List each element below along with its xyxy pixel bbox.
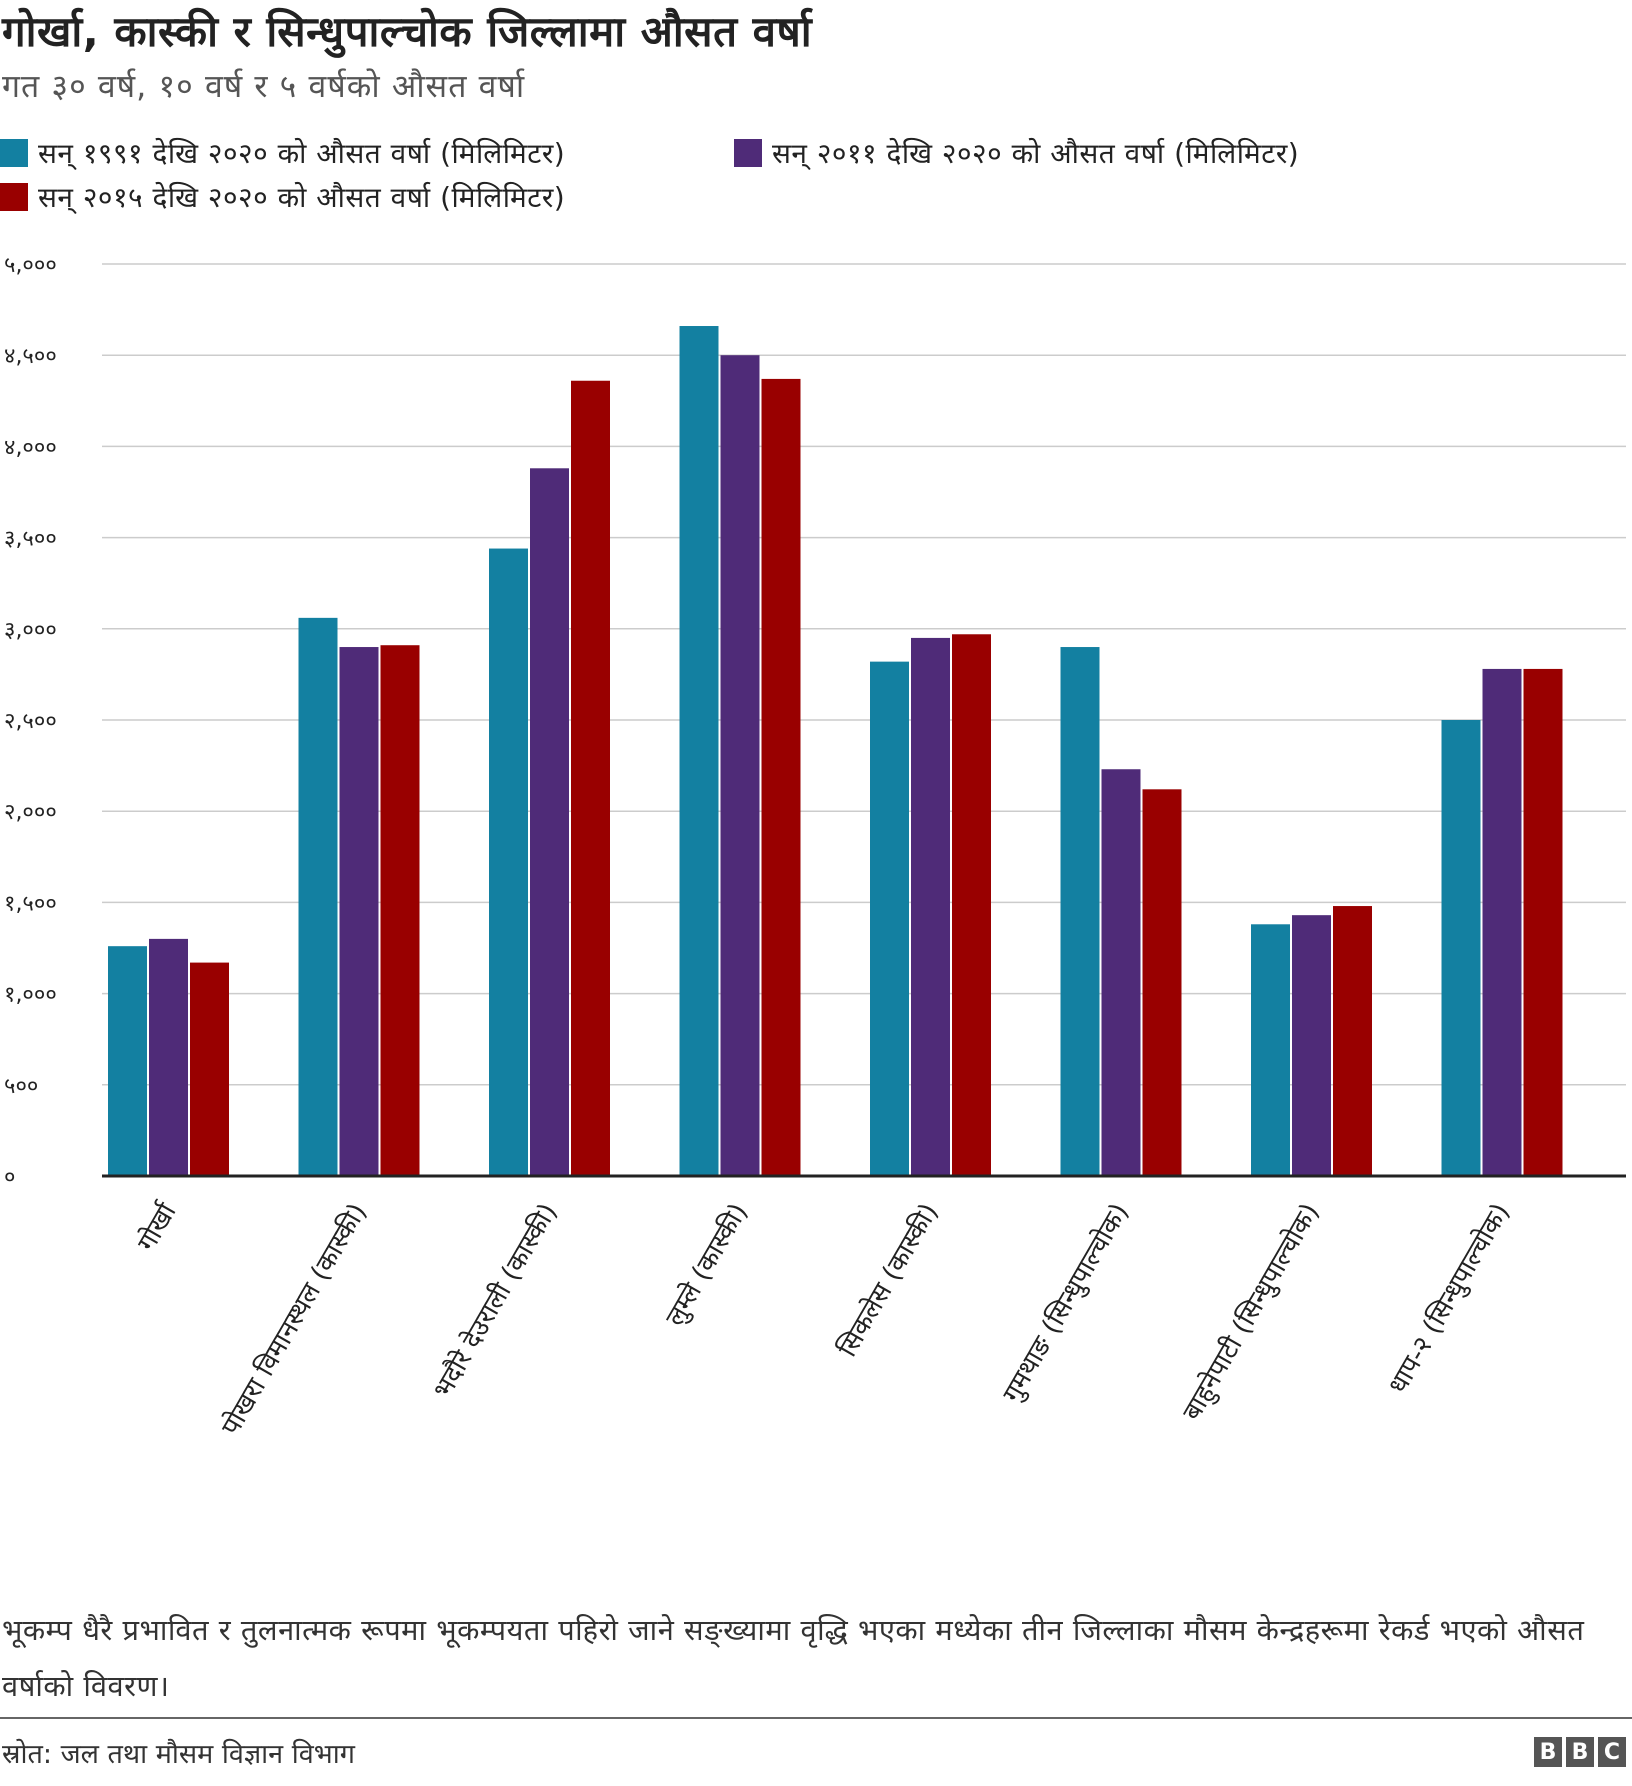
legend-swatch-2015-2020 — [0, 183, 28, 211]
bar — [1333, 906, 1372, 1176]
bar — [1441, 720, 1481, 1176]
bar — [952, 634, 991, 1176]
bar — [870, 661, 909, 1176]
bar — [571, 380, 610, 1177]
bbc-logo-letter: B — [1566, 1737, 1594, 1767]
x-tick-label: धाप-२ (सिन्धुपाल्चोक) — [1382, 1198, 1516, 1399]
legend-label-1991-2020: सन् १९९१ देखि २०२० को औसत वर्षा (मिलिमिट… — [38, 137, 566, 170]
footer-divider — [0, 1717, 1632, 1719]
y-tick-label: १,००० — [4, 983, 57, 1008]
y-tick-label: ० — [4, 1165, 15, 1190]
y-tick-label: ४,००० — [4, 435, 57, 460]
x-tick-label: गुमथाङ (सिन्धुपाल्चोक) — [996, 1198, 1135, 1407]
legend-swatch-1991-2020 — [0, 139, 28, 167]
y-tick-label: ३,००० — [4, 618, 57, 643]
bar — [339, 647, 379, 1176]
legend-label-2015-2020: सन् २०१५ देखि २०२० को औसत वर्षा (मिलिमिट… — [38, 181, 566, 214]
bar — [1292, 915, 1331, 1176]
bar — [298, 617, 338, 1176]
bar — [761, 378, 801, 1176]
x-tick-label: सिकलेस (कास्की) — [832, 1198, 945, 1362]
bar — [149, 938, 188, 1176]
bar — [489, 548, 528, 1176]
bar — [1060, 647, 1100, 1176]
y-tick-label: ५,००० — [4, 253, 57, 278]
bar — [1251, 924, 1290, 1176]
y-tick-label: २,००० — [4, 800, 57, 825]
bar — [1101, 769, 1141, 1176]
bar-chart: ० ५०० १,००० १,५०० २,००० २,५०० ३,००० ३,५०० ४,००० ४… — [4, 253, 1626, 1441]
y-tick-label: ५०० — [4, 1074, 38, 1099]
legend-swatch-2011-2020 — [734, 139, 762, 167]
y-tick-label: १,५०० — [4, 891, 57, 916]
bar — [380, 645, 420, 1176]
y-tick-label: ४,५०० — [4, 344, 57, 369]
bar — [530, 468, 569, 1177]
y-tick-label: ३,५०० — [4, 527, 57, 552]
bar — [720, 355, 760, 1176]
bar — [108, 946, 147, 1176]
chart-title: गोर्खा, कास्की र सिन्धुपाल्चोक जिल्लामा … — [2, 7, 813, 56]
bar — [911, 637, 950, 1176]
chart-subtitle: गत ३० वर्ष, १० वर्ष र ५ वर्षको औसत वर्षा — [2, 67, 526, 105]
legend-item-1991-2020: सन् १९९१ देखि २०२० को औसत वर्षा (मिलिमिट… — [0, 134, 565, 172]
chart-note: भूकम्प धैरै प्रभावित र तुलनात्मक रूपमा भ… — [2, 1613, 1585, 1703]
legend-label-2011-2020: सन् २०११ देखि २०२० को औसत वर्षा (मिलिमिट… — [772, 137, 1300, 170]
x-tick-label: पोखरा विमानस्थल (कास्की) — [215, 1198, 373, 1441]
x-tick-label: बाहुनेपाटी (सिन्धुपाल्चोक) — [1176, 1198, 1327, 1427]
bar — [1142, 789, 1182, 1176]
y-tick-label: २,५०० — [4, 709, 57, 734]
x-tick-label: भदौरे देउराली (कास्की) — [427, 1198, 564, 1404]
legend-item-2011-2020: सन् २०११ देखि २०२० को औसत वर्षा (मिलिमिट… — [734, 134, 1299, 172]
bar — [679, 326, 719, 1176]
bbc-logo-letter: C — [1598, 1737, 1626, 1767]
source-text: स्रोत: जल तथा मौसम विज्ञान विभाग — [2, 1739, 355, 1770]
bar — [190, 962, 229, 1176]
legend-item-2015-2020: सन् २०१५ देखि २०२० को औसत वर्षा (मिलिमिट… — [0, 178, 565, 216]
bar — [1482, 668, 1522, 1176]
x-tick-label: लुम्ले (कास्की) — [659, 1198, 754, 1331]
bbc-logo-letter: B — [1534, 1737, 1562, 1767]
bar — [1523, 668, 1563, 1176]
bbc-logo: B B C — [1534, 1737, 1626, 1767]
x-tick-label: गोर्खा — [131, 1197, 183, 1256]
